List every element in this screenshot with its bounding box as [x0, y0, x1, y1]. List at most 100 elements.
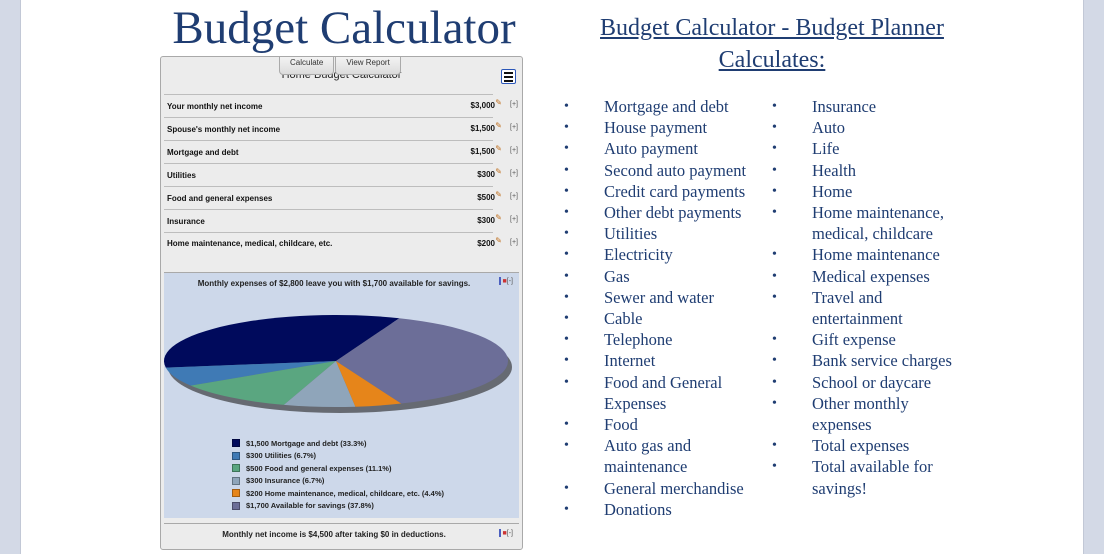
row-amount[interactable]: $3,000	[470, 101, 495, 110]
row-amount[interactable]: $300	[477, 216, 495, 225]
footer-summary: Monthly net income is $4,500 after takin…	[222, 530, 446, 539]
list-item: Credit card payments	[564, 181, 769, 202]
footer-bar: Monthly net income is $4,500 after takin…	[164, 523, 519, 546]
budget-row: Mortgage and debt $1,500 ✎ [+]	[164, 140, 518, 163]
list-item: Other debt payments	[564, 202, 769, 223]
expand-button[interactable]: [+]	[510, 193, 518, 200]
list-item: Other monthly expenses	[772, 393, 972, 435]
list-item: Gift expense	[772, 329, 972, 350]
row-label: Insurance	[167, 217, 205, 226]
expand-button[interactable]: [+]	[510, 124, 518, 131]
list-item: General merchandise	[564, 478, 769, 499]
footer-collapse-control[interactable]: ■[-]	[498, 529, 513, 537]
hamburger-menu-icon[interactable]	[501, 69, 516, 84]
left-document-margin	[0, 0, 21, 554]
legend-label: $300 Insurance (6.7%)	[246, 476, 325, 486]
list-item: School or daycare	[772, 372, 972, 393]
pie-slice	[164, 315, 400, 368]
list-item: Internet	[564, 350, 769, 371]
calculates-list-col1: Mortgage and debtHouse paymentAuto payme…	[564, 96, 769, 520]
pencil-icon[interactable]: ✎	[495, 167, 502, 176]
row-amount[interactable]: $300	[477, 170, 495, 179]
pencil-icon[interactable]: ✎	[495, 121, 502, 130]
legend-label: $500 Food and general expenses (11.1%)	[246, 463, 392, 473]
list-item: Auto	[772, 117, 972, 138]
list-item: Home maintenance	[772, 244, 972, 265]
legend-label: $1,500 Mortgage and debt (33.3%)	[246, 438, 367, 448]
row-amount[interactable]: $1,500	[470, 124, 495, 133]
list-item: Second auto payment	[564, 160, 769, 181]
list-item: Food	[564, 414, 769, 435]
list-item: Travel and entertainment	[772, 287, 972, 329]
row-amount[interactable]: $1,500	[470, 147, 495, 156]
pie-slice	[190, 361, 336, 405]
legend-item: $200 Home maintenance, medical, childcar…	[232, 487, 444, 500]
legend-item: $1,500 Mortgage and debt (33.3%)	[232, 437, 444, 450]
row-label: Your monthly net income	[167, 102, 263, 111]
list-item: Utilities	[564, 223, 769, 244]
list-item: Medical expenses	[772, 266, 972, 287]
list-item: Gas	[564, 266, 769, 287]
pencil-icon[interactable]: ✎	[495, 213, 502, 222]
list-item: Telephone	[564, 329, 769, 350]
pie-slice	[336, 361, 402, 407]
expand-button[interactable]: [+]	[510, 216, 518, 223]
list-item: Life	[772, 138, 972, 159]
row-label: Utilities	[167, 171, 196, 180]
expand-button[interactable]: [+]	[510, 239, 518, 246]
calculates-list-col2: InsuranceAutoLifeHealthHomeHome maintena…	[772, 96, 972, 499]
tab-view-report[interactable]: View Report	[335, 57, 401, 75]
pie-legend: $1,500 Mortgage and debt (33.3%) $300 Uti…	[232, 437, 444, 512]
list-item: Cable	[564, 308, 769, 329]
list-item: Sewer and water	[564, 287, 769, 308]
list-item: Food and General Expenses	[564, 372, 769, 414]
row-label: Spouse's monthly net income	[167, 125, 281, 134]
page-title: Budget Calculator	[172, 2, 516, 54]
row-amount[interactable]: $200	[477, 239, 495, 248]
legend-swatch	[232, 464, 240, 473]
legend-swatch	[232, 476, 240, 485]
list-title: Budget Calculator - Budget Planner Calcu…	[600, 15, 944, 73]
budget-row: Home maintenance, medical, childcare, et…	[164, 232, 518, 270]
expand-button[interactable]: [+]	[510, 170, 518, 177]
pencil-icon[interactable]: ✎	[495, 236, 502, 245]
list-item: Home	[772, 181, 972, 202]
chart-summary: Monthly expenses of $2,800 leave you wit…	[197, 279, 471, 288]
budget-row: Food and general expenses $500 ✎ [+]	[164, 186, 518, 209]
widget-tabs: Calculate View Report	[279, 57, 402, 75]
legend-swatch	[232, 439, 240, 448]
pie-slice	[283, 361, 356, 407]
budget-calculator-widget: Calculate View Report Home Budget Calcul…	[160, 56, 523, 550]
legend-item: $1,700 Available for savings (37.8%)	[232, 500, 444, 513]
right-document-margin	[1083, 0, 1104, 554]
pencil-icon[interactable]: ✎	[495, 98, 502, 107]
legend-swatch	[232, 501, 240, 510]
expand-button[interactable]: [+]	[510, 101, 518, 108]
expand-button[interactable]: [+]	[510, 147, 518, 154]
chart-collapse-control[interactable]: ■[-]	[498, 277, 513, 285]
row-amount[interactable]: $500	[477, 193, 495, 202]
budget-row: Insurance $300 ✎ [+]	[164, 209, 518, 232]
legend-item: $500 Food and general expenses (11.1%)	[232, 462, 444, 475]
legend-label: $200 Home maintenance, medical, childcar…	[246, 488, 445, 498]
list-item: Home maintenance, medical, childcare	[772, 202, 972, 244]
legend-item: $300 Utilities (6.7%)	[232, 450, 444, 463]
list-item: Donations	[564, 499, 769, 520]
list-item: House payment	[564, 117, 769, 138]
list-item: Insurance	[772, 96, 972, 117]
list-item: Total available for savings!	[772, 456, 972, 498]
legend-label: $300 Utilities (6.7%)	[246, 451, 317, 461]
row-label: Home maintenance, medical, childcare, et…	[167, 239, 333, 248]
budget-row: Utilities $300 ✎ [+]	[164, 163, 518, 186]
tab-calculate[interactable]: Calculate	[279, 57, 335, 75]
list-item: Bank service charges	[772, 350, 972, 371]
list-item: Auto payment	[564, 138, 769, 159]
list-item: Health	[772, 160, 972, 181]
row-label: Mortgage and debt	[167, 148, 239, 157]
legend-swatch	[232, 451, 240, 460]
budget-row: Your monthly net income $3,000 ✎ [+]	[164, 94, 518, 117]
list-item: Electricity	[564, 244, 769, 265]
pencil-icon[interactable]: ✎	[495, 144, 502, 153]
legend-item: $300 Insurance (6.7%)	[232, 475, 444, 488]
pencil-icon[interactable]: ✎	[495, 190, 502, 199]
